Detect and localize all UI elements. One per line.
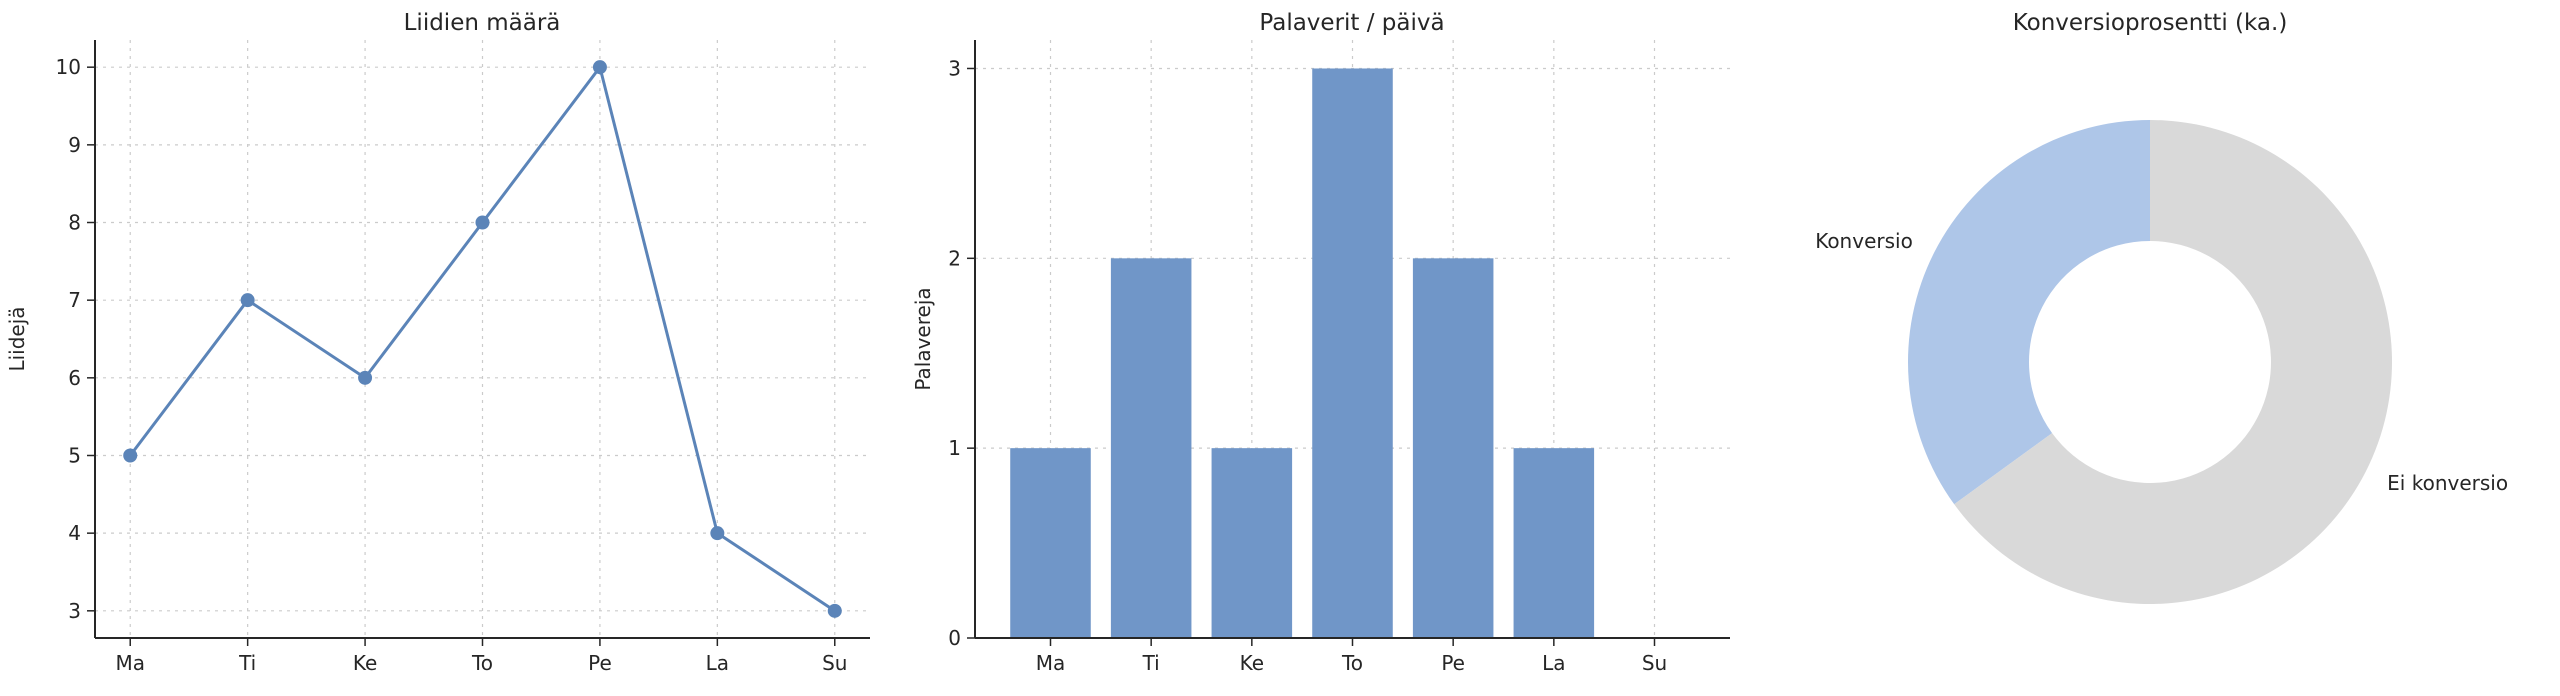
line-chart-y-axis-label: Liidejä xyxy=(5,306,29,371)
x-tick-label: Ma xyxy=(1036,651,1066,675)
bar xyxy=(1010,448,1091,638)
y-tick-label: 4 xyxy=(68,521,81,545)
x-tick-label: Ke xyxy=(353,651,377,675)
data-point-marker xyxy=(592,60,607,75)
bar xyxy=(1211,448,1293,638)
x-tick-label: Pe xyxy=(1441,651,1465,675)
bar-chart-panel: 0 1 2 3 Ma Ti Ke To Pe La Su Palaverit / päivä Pal… xyxy=(910,0,1760,696)
x-tick-label: La xyxy=(706,651,729,675)
y-tick-label: 10 xyxy=(56,55,81,79)
bar xyxy=(1312,68,1393,638)
x-tick-label: Ti xyxy=(1142,651,1160,675)
y-tick-label: 6 xyxy=(68,366,81,390)
x-tick-label: To xyxy=(1341,651,1363,675)
x-tick-label: Ti xyxy=(238,651,256,675)
data-point-marker xyxy=(240,293,255,308)
tick-labels: 3 4 5 6 7 8 9 10 Ma Ti Ke To Pe La Su xyxy=(56,55,848,675)
y-tick-label: 7 xyxy=(68,288,81,312)
x-tick-label: La xyxy=(1542,651,1565,675)
y-tick-label: 0 xyxy=(948,626,961,650)
x-tick-label: Ke xyxy=(1240,651,1264,675)
donut-chart-title: Konversioprosentti (ka.) xyxy=(2013,10,2288,36)
bar-chart-svg: 0 1 2 3 Ma Ti Ke To Pe La Su Palaverit / päivä Pal… xyxy=(911,10,1730,675)
donut-slice-konversio xyxy=(1908,120,2150,505)
bar xyxy=(1513,448,1595,638)
y-tick-label: 2 xyxy=(948,246,961,270)
y-tick-label: 5 xyxy=(68,443,81,467)
y-tick-label: 1 xyxy=(948,436,961,460)
data-point-marker xyxy=(123,448,138,463)
y-tick-label: 3 xyxy=(948,56,961,80)
data-point-marker xyxy=(358,370,373,385)
bar xyxy=(1110,258,1192,638)
x-tick-label: Ma xyxy=(115,651,145,675)
tick-labels: 0 1 2 3 Ma Ti Ke To Pe La Su xyxy=(948,56,1667,675)
bar-chart-plot-area: 0 1 2 3 Ma Ti Ke To Pe La Su xyxy=(948,40,1730,675)
line-chart-panel: 3 4 5 6 7 8 9 10 Ma Ti Ke To Pe La Su Liidien määrä Li… xyxy=(0,0,910,696)
donut-slice-ei-konversio xyxy=(1954,120,2392,604)
data-point-marker xyxy=(475,215,490,230)
y-tick-label: 9 xyxy=(68,133,81,157)
x-tick-label: Su xyxy=(1642,651,1667,675)
line-chart-plot-area: 3 4 5 6 7 8 9 10 Ma Ti Ke To Pe La Su xyxy=(56,40,870,675)
donut-chart-panel: Konversio Ei konversio Konversioprosentti… xyxy=(1760,0,2560,696)
bar-chart-y-axis-label: Palavereja xyxy=(911,287,935,390)
y-tick-label: 8 xyxy=(68,211,81,235)
x-tick-label: Pe xyxy=(588,651,612,675)
data-point-marker xyxy=(710,526,725,541)
donut-slice-label: Konversio xyxy=(1815,229,1913,253)
data-point-marker xyxy=(827,603,842,618)
donut-chart-plot-area: Konversio Ei konversio xyxy=(1815,120,2508,604)
y-tick-label: 3 xyxy=(68,599,81,623)
bar xyxy=(1412,258,1494,638)
grid-lines xyxy=(95,40,870,638)
bar-chart-title: Palaverit / päivä xyxy=(1259,10,1444,36)
line-chart-svg: 3 4 5 6 7 8 9 10 Ma Ti Ke To Pe La Su Liidien määrä Li… xyxy=(5,10,870,675)
donut-chart-svg: Konversio Ei konversio Konversioprosentti… xyxy=(1815,10,2508,604)
line-chart-title: Liidien määrä xyxy=(404,10,561,36)
x-tick-label: Su xyxy=(822,651,847,675)
donut-slice-label: Ei konversio xyxy=(2387,471,2508,495)
x-tick-label: To xyxy=(471,651,493,675)
